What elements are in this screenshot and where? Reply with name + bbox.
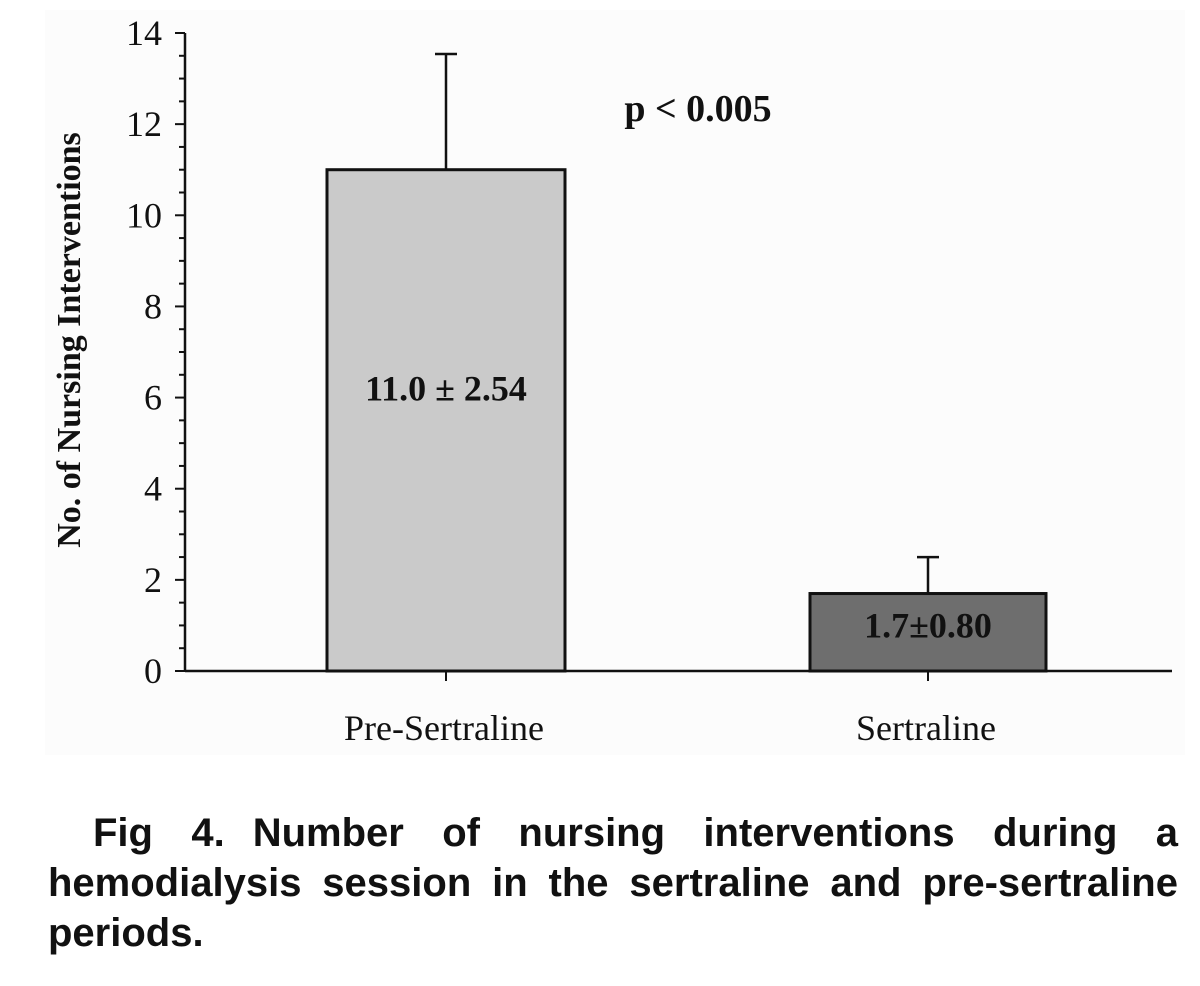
y-tick-label: 0 xyxy=(144,651,162,691)
significance-annotation: p < 0.005 xyxy=(624,88,771,130)
y-tick-label: 2 xyxy=(144,560,162,600)
y-tick-label: 8 xyxy=(144,286,162,326)
figure-caption: Fig 4. Number of nursing interventions du… xyxy=(48,808,1178,958)
y-tick-label: 10 xyxy=(126,195,162,235)
y-tick-label: 14 xyxy=(126,13,162,53)
caption-figure-number: Fig 4. xyxy=(93,811,225,855)
x-tick-label: Sertraline xyxy=(856,708,996,748)
bar-value-label: 11.0 ± 2.54 xyxy=(365,368,527,408)
bar-chart: 0 2 4 6 8 10 12 14 No. of Nursing Interventions P… xyxy=(51,13,1172,748)
caption-text: Number of nursing interventions during a… xyxy=(48,811,1179,955)
bar-sertraline xyxy=(808,592,1048,673)
y-tick-label: 6 xyxy=(144,378,162,418)
bar-pre-sertraline xyxy=(325,168,567,673)
x-tick-label: Pre-Sertraline xyxy=(344,708,544,748)
y-tick-label: 12 xyxy=(126,104,162,144)
bar-value-label: 1.7±0.80 xyxy=(864,606,992,646)
y-axis-title: No. of Nursing Interventions xyxy=(51,132,88,548)
y-tick-label: 4 xyxy=(144,469,162,509)
